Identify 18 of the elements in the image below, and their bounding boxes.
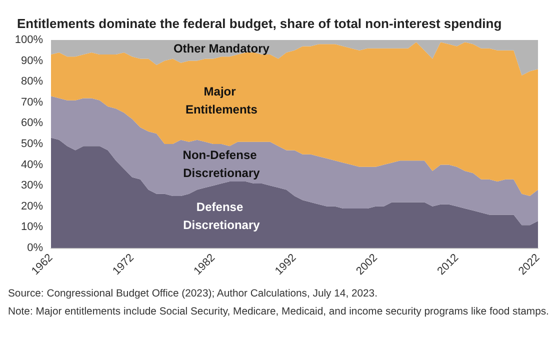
y-tick-label: 30% [20,180,44,192]
y-tick-label: 80% [20,76,44,88]
y-tick-label: 20% [20,200,44,212]
series-label: Major Entitlements [185,84,258,116]
text: Note: Major entitlements include Social Security, Medicare, Medicaid, and income security programs like food stamps. [8,306,549,318]
y-tick-label: 50% [20,138,44,150]
y-tick-label: 60% [20,117,44,130]
series-label: Defense Discretionary [183,200,260,232]
series-label: Non-Defense Discretionary [182,148,260,180]
y-tick-label: 10% [20,221,44,234]
source-note: Source: Congressional Budget Office (2023); Author Calculations, July 14, 2023. [8,288,378,300]
y-tick-label: 100% [14,34,44,46]
y-tick-label: 40% [20,158,44,171]
y-tick-label: 0% [27,242,44,254]
chart-title: Entitlements dominate the federal budget, share of total non-interest spending [17,16,502,31]
y-tick-label: 70% [20,96,44,108]
y-tick-label: 90% [20,54,44,67]
series-label: Other Mandatory [173,41,270,56]
